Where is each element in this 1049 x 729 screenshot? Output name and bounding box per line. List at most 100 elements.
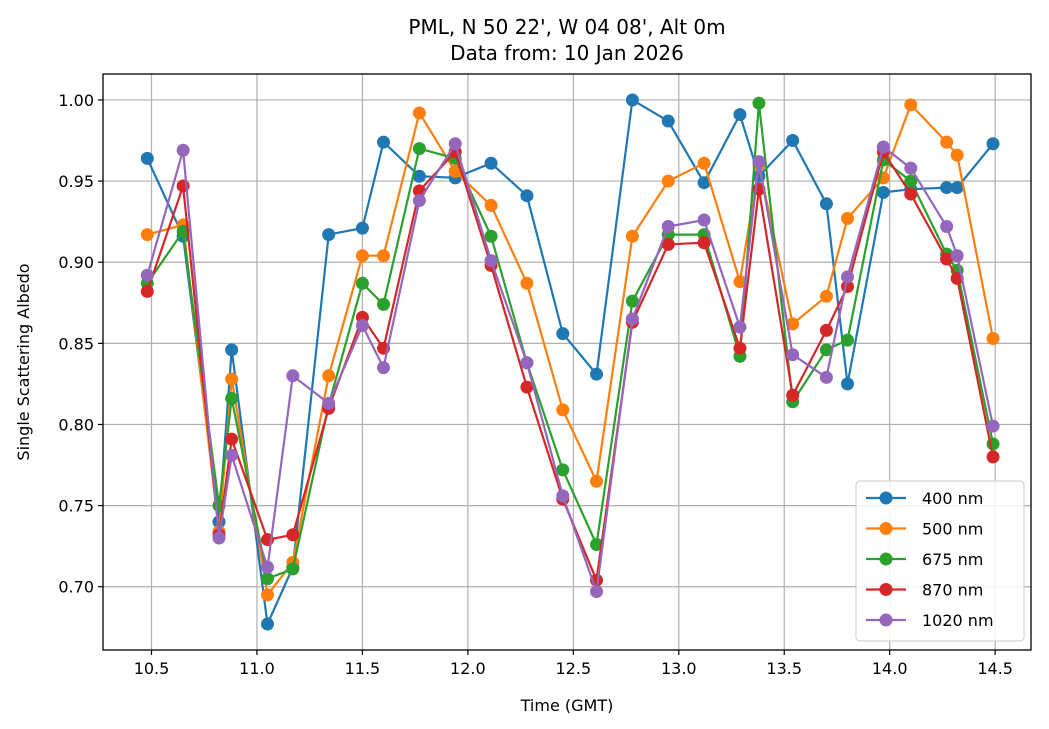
data-point xyxy=(950,181,964,195)
data-point xyxy=(412,142,426,156)
x-tick-label: 13.5 xyxy=(766,659,802,678)
legend-marker xyxy=(879,491,893,505)
data-point xyxy=(904,174,918,188)
data-point xyxy=(412,106,426,120)
data-point xyxy=(940,220,954,234)
legend-item: 870 nm xyxy=(866,581,983,600)
data-point xyxy=(733,108,747,122)
data-point xyxy=(819,323,833,337)
y-tick-label: 0.90 xyxy=(58,253,94,272)
data-point xyxy=(377,297,391,311)
series-line xyxy=(146,98,994,629)
data-point xyxy=(140,268,154,282)
data-point xyxy=(625,229,639,243)
legend-box xyxy=(855,480,1025,642)
ticks: 10.5 11.0 11.5 12.0 12.5 13.0 13.5 14.0 14.5 0.70… xyxy=(58,91,1013,678)
data-point xyxy=(625,294,639,308)
series-line xyxy=(146,103,995,581)
data-point xyxy=(448,137,462,151)
data-point xyxy=(950,148,964,162)
data-point xyxy=(697,156,711,170)
data-point xyxy=(752,155,766,169)
y-tick-label: 0.85 xyxy=(58,334,94,353)
data-point xyxy=(697,213,711,227)
data-point xyxy=(261,617,275,631)
data-point xyxy=(355,221,369,235)
legend-item: 400 nm xyxy=(866,489,983,508)
data-point xyxy=(733,341,747,355)
legend-item: 675 nm xyxy=(866,550,983,569)
legend-label: 400 nm xyxy=(922,489,983,508)
data-point xyxy=(786,317,800,331)
chart-title-line-1: PML, N 50 22', W 04 08', Alt 0m xyxy=(408,15,725,39)
data-point xyxy=(140,151,154,165)
legend-label: 675 nm xyxy=(922,550,983,569)
data-point xyxy=(986,419,1000,433)
data-point xyxy=(520,380,534,394)
plot-frame xyxy=(102,73,1032,651)
data-point xyxy=(986,450,1000,464)
data-point xyxy=(786,348,800,362)
data-point xyxy=(556,463,570,477)
x-tick-label: 11.5 xyxy=(345,659,381,678)
legend-marker xyxy=(879,552,893,566)
data-point xyxy=(876,185,890,199)
x-tick-label: 14.5 xyxy=(977,659,1013,678)
y-tick-label: 0.80 xyxy=(58,415,94,434)
data-point xyxy=(520,356,534,370)
data-point xyxy=(286,528,300,542)
legend-label: 1020 nm xyxy=(922,611,994,630)
x-tick-label: 12.0 xyxy=(450,659,486,678)
data-point xyxy=(661,114,675,128)
data-point xyxy=(225,372,239,386)
data-point xyxy=(625,93,639,107)
data-point xyxy=(904,187,918,201)
y-tick-label: 1.00 xyxy=(58,91,94,110)
data-point xyxy=(261,588,275,602)
data-point xyxy=(904,161,918,175)
data-point xyxy=(176,143,190,157)
data-point xyxy=(286,369,300,383)
data-point xyxy=(819,289,833,303)
x-tick-label: 10.5 xyxy=(134,659,170,678)
series-400-nm xyxy=(140,93,1000,631)
data-point xyxy=(556,327,570,341)
series-line xyxy=(147,102,995,598)
data-point xyxy=(520,189,534,203)
data-point xyxy=(876,140,890,154)
series-group xyxy=(140,93,1000,631)
series-1020-nm xyxy=(140,137,1000,599)
data-point xyxy=(986,137,1000,151)
data-point xyxy=(841,333,855,347)
data-point xyxy=(986,331,1000,345)
data-point xyxy=(322,369,336,383)
data-point xyxy=(484,254,498,268)
legend-label: 500 nm xyxy=(922,520,983,539)
x-tick-label: 12.5 xyxy=(556,659,592,678)
data-point xyxy=(355,276,369,290)
data-point xyxy=(261,560,275,574)
data-point xyxy=(819,343,833,357)
data-point xyxy=(697,236,711,250)
x-tick-label: 13.0 xyxy=(661,659,697,678)
data-point xyxy=(556,489,570,503)
series-line xyxy=(146,141,995,592)
data-point xyxy=(286,562,300,576)
data-point xyxy=(225,448,239,462)
legend-marker xyxy=(879,583,893,596)
data-point xyxy=(625,312,639,326)
data-point xyxy=(819,370,833,384)
data-point xyxy=(590,538,604,552)
data-point xyxy=(950,249,964,263)
legend-marker xyxy=(879,613,893,627)
data-point xyxy=(484,156,498,170)
data-point xyxy=(556,403,570,417)
data-point xyxy=(484,198,498,212)
data-point xyxy=(841,270,855,284)
data-point xyxy=(140,284,154,298)
data-point xyxy=(661,174,675,188)
data-point xyxy=(225,392,239,406)
data-point xyxy=(322,228,336,242)
data-point xyxy=(412,169,426,183)
